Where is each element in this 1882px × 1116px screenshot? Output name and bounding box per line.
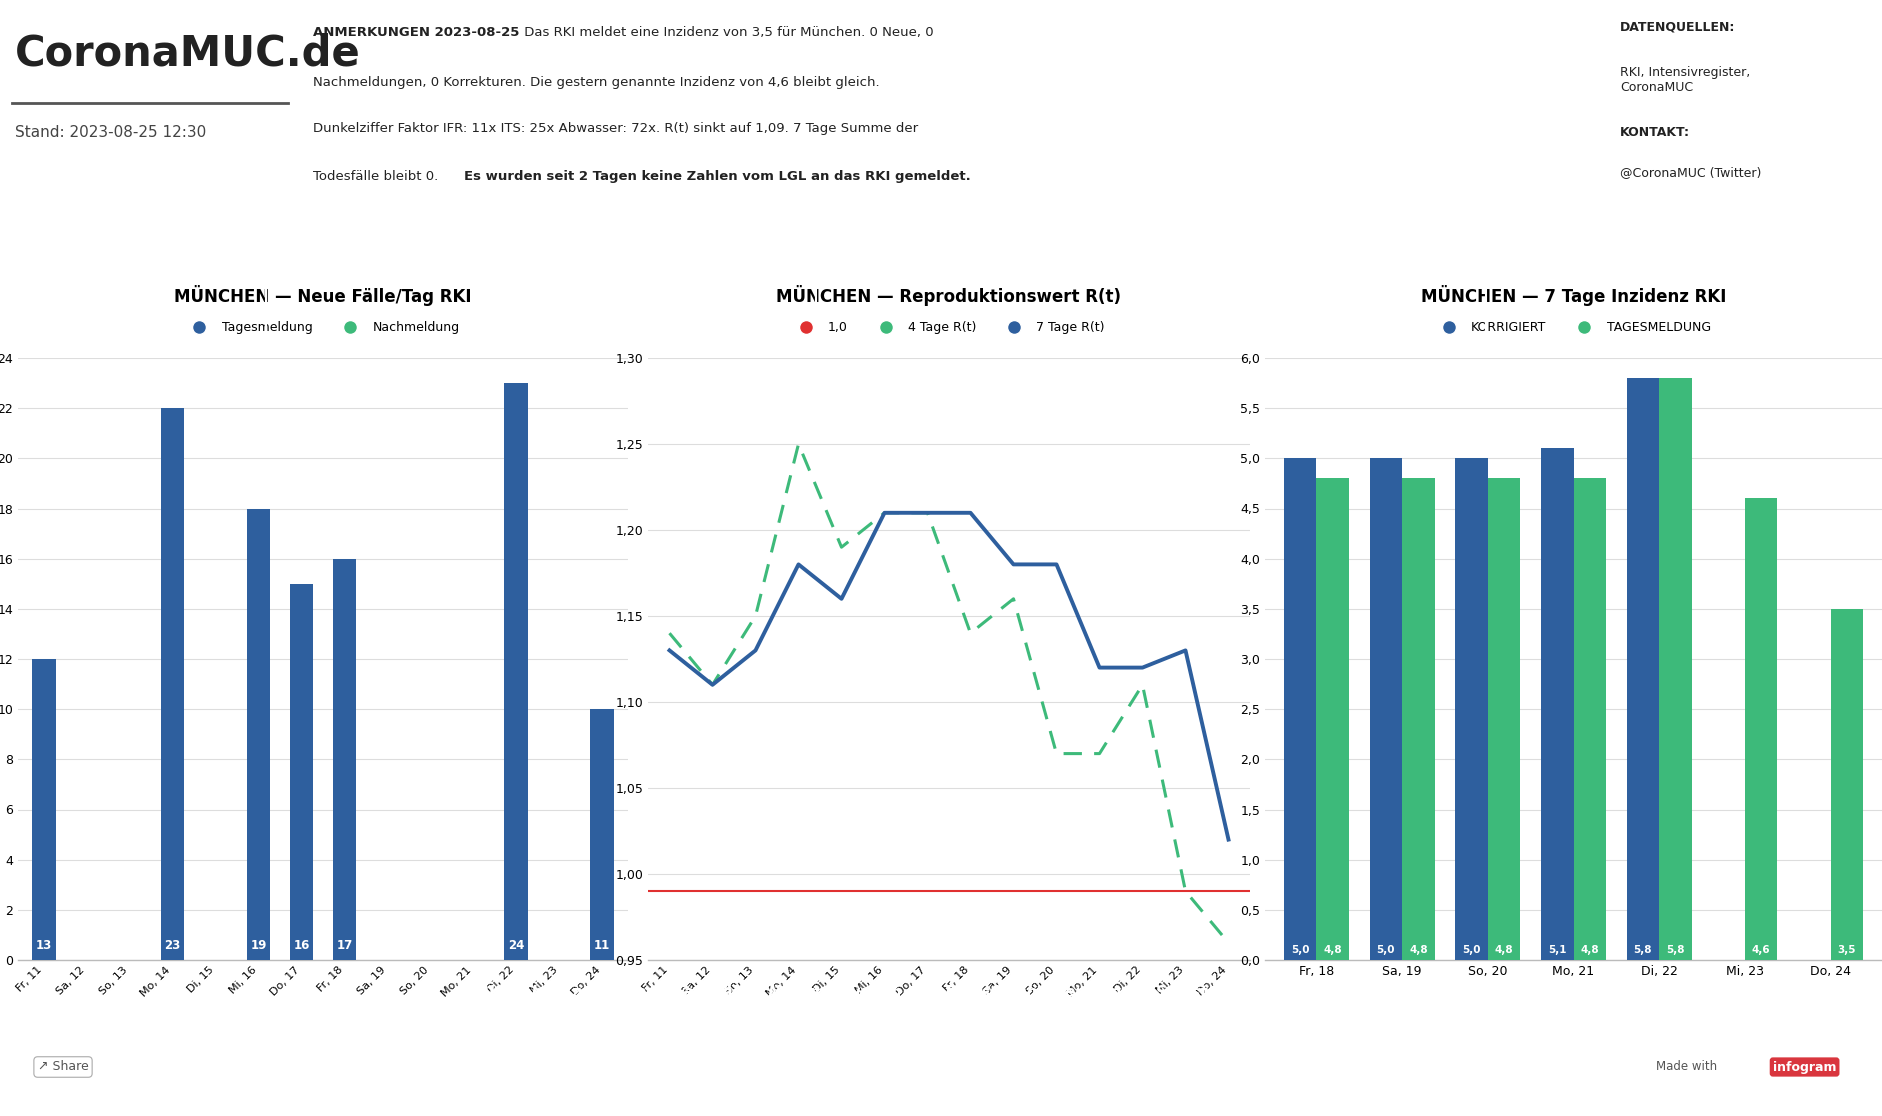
Text: 4,8: 4,8 <box>1410 945 1428 955</box>
Text: @CoronaMUC (Twitter): @CoronaMUC (Twitter) <box>1620 166 1762 179</box>
Text: Täglich: Täglich <box>967 334 1005 344</box>
Text: Stand: 2023-08-25 12:30: Stand: 2023-08-25 12:30 <box>15 125 207 140</box>
Bar <box>1831 609 1863 960</box>
Bar <box>333 559 356 960</box>
Text: CoronaMUC.de: CoronaMUC.de <box>15 32 361 75</box>
Text: 5,8: 5,8 <box>1666 945 1684 955</box>
Text: Made with: Made with <box>1656 1060 1716 1074</box>
Text: 11: 11 <box>595 940 610 952</box>
Text: BESTÄTIGTE FÄLLE: BESTÄTIGTE FÄLLE <box>79 222 186 232</box>
Text: 5,8: 5,8 <box>1634 945 1652 955</box>
Text: k.A.: k.A. <box>343 259 410 288</box>
Text: 13: 13 <box>36 940 53 952</box>
Text: k.A.: k.A. <box>100 259 167 288</box>
Text: RKI, Intensivregister,
CoronaMUC: RKI, Intensivregister, CoronaMUC <box>1620 66 1750 94</box>
Text: 23: 23 <box>164 940 181 952</box>
Text: 16: 16 <box>294 940 311 952</box>
Text: +/-0: +/-0 <box>681 259 753 288</box>
Text: IFR/ITS/Abwasser basiert: IFR/ITS/Abwasser basiert <box>917 310 1056 320</box>
Text: 3,5: 3,5 <box>1837 945 1856 955</box>
Text: Täglich: Täglich <box>632 334 670 344</box>
Bar <box>1284 459 1316 960</box>
Text: MÜNCHEN   VERÄNDERUNG: MÜNCHEN VERÄNDERUNG <box>574 310 728 320</box>
Bar <box>1541 449 1573 960</box>
Bar <box>591 709 614 960</box>
Text: TODESFÄLLE: TODESFÄLLE <box>339 222 412 232</box>
Text: Todesfälle bleibt 0.: Todesfälle bleibt 0. <box>312 170 442 183</box>
Bar <box>247 509 271 960</box>
Text: 19: 19 <box>250 940 267 952</box>
Text: KONTAKT:: KONTAKT: <box>1620 126 1690 140</box>
Bar <box>290 584 312 960</box>
Bar <box>1745 499 1777 960</box>
Text: * RKI Zahlen zu Inzidenz, Fallzahlen, Nachmeldungen und Todesfällen: Dienstag bi: * RKI Zahlen zu Inzidenz, Fallzahlen, Na… <box>465 985 1417 1001</box>
Bar <box>1370 459 1402 960</box>
Title: MÜNCHEN — Neue Fälle/Tag RKI: MÜNCHEN — Neue Fälle/Tag RKI <box>175 286 472 307</box>
Text: 4,8: 4,8 <box>1494 945 1513 955</box>
Text: 11/25/72: 11/25/72 <box>911 259 1061 288</box>
Text: Gesamt: 722.043: Gesamt: 722.043 <box>85 310 181 320</box>
Text: Gesamt: 2.652: Gesamt: 2.652 <box>335 310 418 320</box>
Legend: Tagesmeldung, Nachmeldung: Tagesmeldung, Nachmeldung <box>181 316 465 339</box>
Text: DUNKELZIFFER FAKTOR: DUNKELZIFFER FAKTOR <box>917 222 1056 232</box>
Title: MÜNCHEN — Reproduktionswert R(t): MÜNCHEN — Reproduktionswert R(t) <box>777 286 1122 307</box>
Text: 5,0: 5,0 <box>1376 945 1395 955</box>
Bar <box>1316 479 1349 960</box>
Text: infogram: infogram <box>1773 1060 1837 1074</box>
Text: Das RKI meldet eine Inzidenz von 3,5 für München. 0 Neue, 0: Das RKI meldet eine Inzidenz von 3,5 für… <box>519 26 933 39</box>
Text: INZIDENZ RKI: INZIDENZ RKI <box>1543 222 1624 232</box>
Text: REPRODUKTIONSWERT: REPRODUKTIONSWERT <box>1253 222 1389 232</box>
Text: ↗ Share: ↗ Share <box>38 1060 88 1074</box>
Text: Di–Sa.*: Di–Sa.* <box>1564 310 1603 320</box>
Bar <box>160 408 184 960</box>
Bar <box>1626 378 1660 960</box>
Text: DATENQUELLEN:: DATENQUELLEN: <box>1620 20 1735 33</box>
Text: 24: 24 <box>508 940 525 952</box>
Bar <box>1489 479 1521 960</box>
Bar <box>1455 459 1489 960</box>
Text: 4: 4 <box>591 259 612 288</box>
Text: 1,02 ▼: 1,02 ▼ <box>1267 259 1376 288</box>
Bar <box>32 660 56 960</box>
Text: Di–Sa.*: Di–Sa.* <box>356 334 397 344</box>
Legend: 1,0, 4 Tage R(t), 7 Tage R(t): 1,0, 4 Tage R(t), 7 Tage R(t) <box>789 316 1110 339</box>
Text: Es wurden seit 2 Tagen keine Zahlen vom LGL an das RKI gemeldet.: Es wurden seit 2 Tagen keine Zahlen vom … <box>463 170 971 183</box>
Text: 5,0: 5,0 <box>1462 945 1481 955</box>
Text: 4,6: 4,6 <box>1752 945 1771 955</box>
Text: 5,0: 5,0 <box>1291 945 1310 955</box>
Text: 3,5: 3,5 <box>1556 259 1611 288</box>
Text: Di–Sa.*: Di–Sa.* <box>113 334 152 344</box>
Bar <box>504 383 529 960</box>
Text: Quelle: CoronaMUC: Quelle: CoronaMUC <box>1267 310 1376 320</box>
Text: 5,1: 5,1 <box>1549 945 1566 955</box>
Text: INTENSIVBETTENBELEGUNG: INTENSIVBETTENBELEGUNG <box>568 222 732 232</box>
Text: Nachmeldungen, 0 Korrekturen. Die gestern genannte Inzidenz von 4,6 bleibt gleic: Nachmeldungen, 0 Korrekturen. Die gester… <box>312 76 879 89</box>
Bar <box>1573 479 1605 960</box>
Bar <box>1660 378 1692 960</box>
Text: 4,8: 4,8 <box>1581 945 1600 955</box>
Text: Täglich: Täglich <box>1302 334 1340 344</box>
Bar <box>1402 479 1434 960</box>
Text: 4,8: 4,8 <box>1323 945 1342 955</box>
Text: 17: 17 <box>337 940 352 952</box>
Title: MÜNCHEN — 7 Tage Inzidenz RKI: MÜNCHEN — 7 Tage Inzidenz RKI <box>1421 286 1726 307</box>
Text: ANMERKUNGEN 2023-08-25: ANMERKUNGEN 2023-08-25 <box>312 26 519 39</box>
Text: Dunkelziffer Faktor IFR: 11x ITS: 25x Abwasser: 72x. R(t) sinkt auf 1,09. 7 Tage: Dunkelziffer Faktor IFR: 11x ITS: 25x Ab… <box>312 122 918 135</box>
Legend: KORRIGIERT, TAGESMELDUNG: KORRIGIERT, TAGESMELDUNG <box>1430 316 1716 339</box>
